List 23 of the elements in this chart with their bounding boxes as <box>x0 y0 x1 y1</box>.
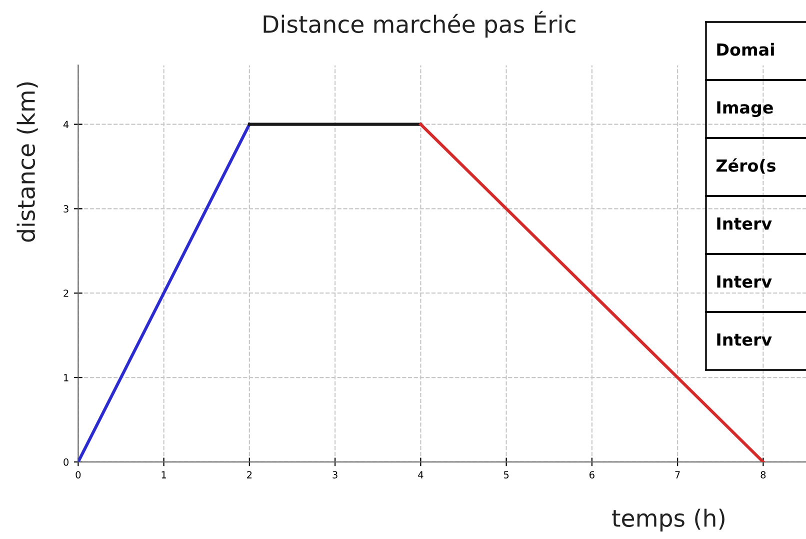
annotation: Interv <box>717 217 772 230</box>
x-tick-label: 6 <box>590 471 594 478</box>
y-axis-title: distance (km) <box>16 82 38 242</box>
x-tick-label: 0 <box>76 471 81 478</box>
x-tick-label: 3 <box>332 471 338 478</box>
annotation: Interv <box>717 275 772 288</box>
annotation: Zéro(s <box>716 158 776 174</box>
x-tick-label: 7 <box>675 471 680 478</box>
y-tick-label: 1 <box>64 374 68 382</box>
y-tick-label: 0 <box>64 458 69 466</box>
y-tick-label: 2 <box>64 290 68 297</box>
y-tick-label: 4 <box>63 120 69 128</box>
annotation: Interv <box>717 333 772 346</box>
chart-title: Distance marchée pas Éric <box>264 10 576 38</box>
y-tick-label: 3 <box>64 205 68 213</box>
x-axis-title: temps (h) <box>612 508 724 532</box>
x-tick-label: 1 <box>162 471 166 478</box>
text: Domai <box>717 42 774 56</box>
x-tick-label: 8 <box>760 471 766 478</box>
annotation: Image <box>717 101 773 118</box>
x-tick-label: 4 <box>418 471 424 478</box>
x-tick-label: 2 <box>247 471 252 478</box>
x-tick-label: 5 <box>504 471 509 478</box>
